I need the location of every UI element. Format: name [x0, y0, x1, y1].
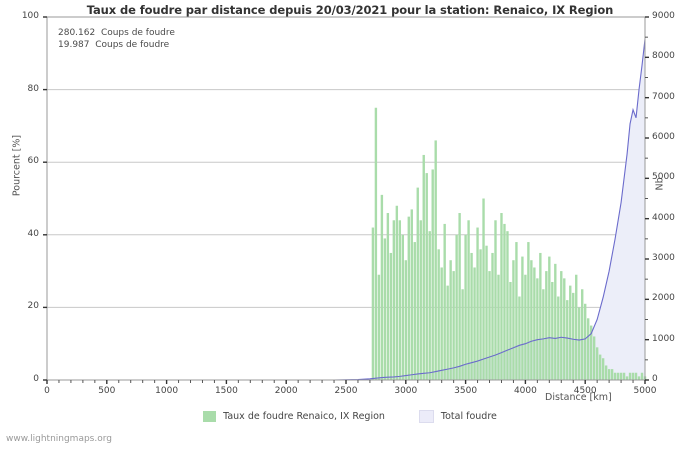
- x-tick-2000: 2000: [274, 386, 298, 396]
- y-tick-left-80: 80: [27, 83, 39, 94]
- legend-swatch-station-rate: [203, 411, 217, 422]
- y-tick-right-6000: 6000: [652, 132, 675, 142]
- y-tick-left-100: 100: [21, 11, 39, 21]
- x-tick-500: 500: [98, 386, 116, 396]
- y-tick-right-3000: 3000: [652, 253, 675, 263]
- x-tick-5000: 5000: [633, 386, 657, 396]
- page-title: Taux de foudre par distance depuis 20/03…: [86, 3, 614, 17]
- x-tick-3500: 3500: [454, 386, 478, 396]
- y-tick-right-7000: 7000: [652, 91, 675, 102]
- y-tick-right-4000: 4000: [652, 212, 675, 223]
- legend-label-total: Total foudre: [440, 411, 497, 422]
- y-tick-right-2000: 2000: [652, 293, 675, 304]
- annotation-station-strokes: 19.987 Coups de foudre: [58, 40, 170, 50]
- y-tick-left-20: 20: [27, 301, 39, 312]
- y-tick-left-40: 40: [27, 228, 39, 239]
- x-tick-0: 0: [44, 386, 50, 396]
- legend-item-total[interactable]: Total foudre: [418, 410, 497, 423]
- y-tick-left-0: 0: [33, 374, 39, 384]
- y-tick-left-60: 60: [27, 156, 39, 167]
- y-axis-label-right: Nb: [654, 177, 666, 191]
- x-tick-1500: 1500: [214, 386, 238, 396]
- legend-item-station-rate[interactable]: Taux de foudre Renaico, IX Region: [203, 411, 385, 422]
- x-tick-4000: 4000: [513, 386, 537, 396]
- y-tick-right-9000: 9000: [652, 11, 675, 21]
- x-tick-4500: 4500: [573, 386, 597, 396]
- chart-legend: Taux de foudre Renaico, IX Region Total …: [0, 410, 700, 423]
- legend-swatch-total: [418, 410, 434, 423]
- annotation-total-strokes: 280.162 Coups de foudre: [58, 28, 175, 38]
- x-tick-2500: 2500: [334, 386, 358, 396]
- x-axis-label: Distance [km]: [545, 392, 612, 403]
- y-tick-right-1000: 1000: [652, 333, 675, 344]
- y-tick-right-5000: 5000: [652, 172, 675, 183]
- x-tick-3000: 3000: [394, 386, 418, 396]
- legend-label-station-rate: Taux de foudre Renaico, IX Region: [223, 411, 385, 422]
- x-tick-1000: 1000: [155, 386, 179, 396]
- y-tick-right-0: 0: [652, 374, 658, 384]
- footer-site-url: www.lightningmaps.org: [6, 434, 112, 444]
- y-tick-right-8000: 8000: [652, 51, 675, 62]
